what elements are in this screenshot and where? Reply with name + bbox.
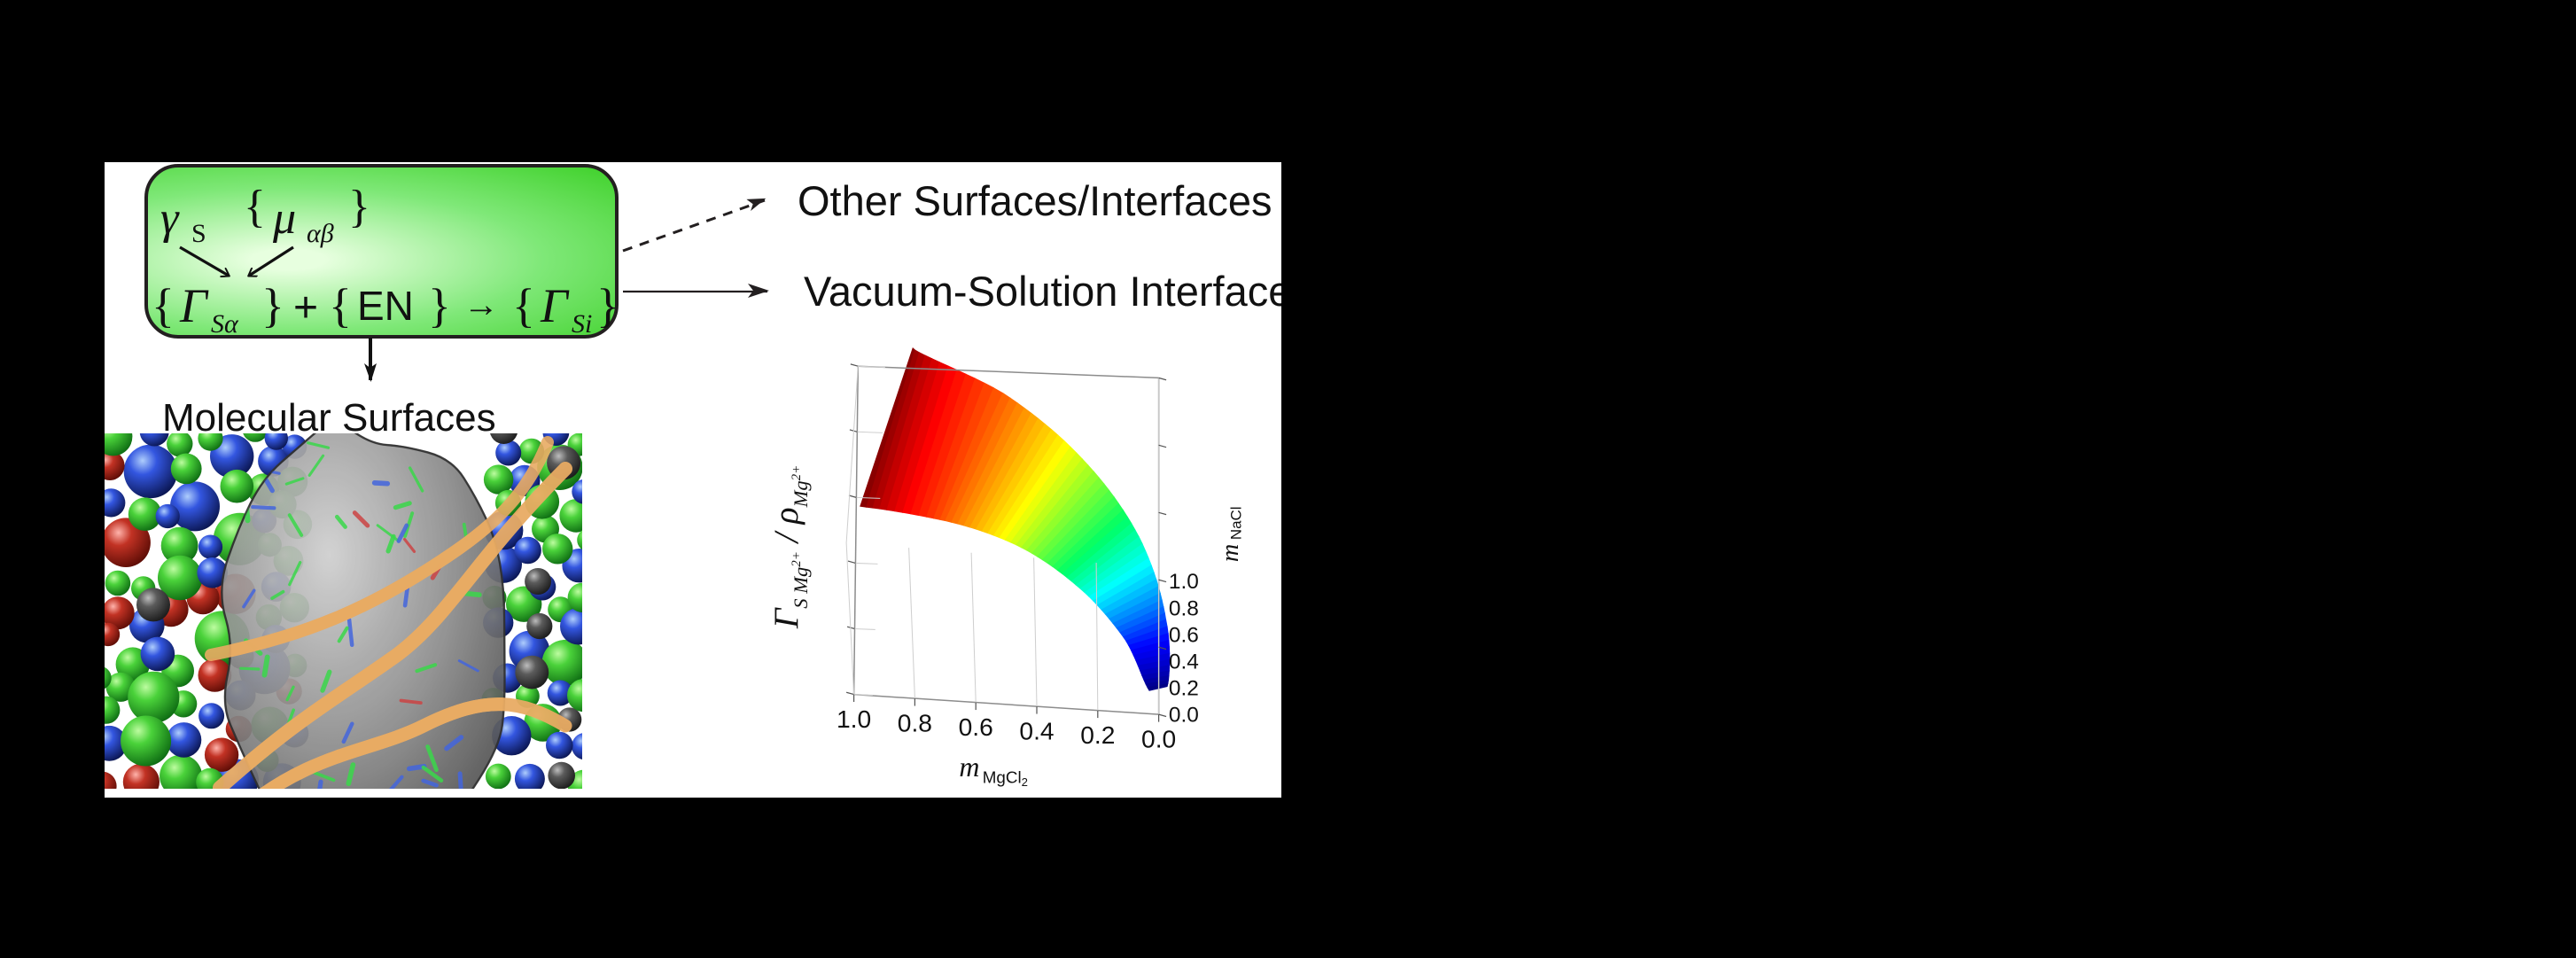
svg-text:MgCl2: MgCl2 <box>983 767 1028 789</box>
svg-text:m NaCl: m NaCl <box>1217 506 1245 562</box>
svg-text:ΓS Mg2+ / ρMg2+: ΓS Mg2+ / ρMg2+ <box>767 465 812 629</box>
svg-text:0.6: 0.6 <box>1169 623 1199 647</box>
svg-text:0.6: 0.6 <box>959 713 993 741</box>
svg-text:m: m <box>959 752 979 783</box>
svg-text:1.0: 1.0 <box>837 705 871 733</box>
svg-text:0.2: 0.2 <box>1169 677 1199 701</box>
svg-text:1.0: 1.0 <box>1169 570 1199 594</box>
svg-text:0.8: 0.8 <box>898 709 932 737</box>
svg-text:0.4: 0.4 <box>1169 650 1199 674</box>
svg-text:0.4: 0.4 <box>1019 717 1054 745</box>
svg-text:0.8: 0.8 <box>1169 596 1199 620</box>
svg-text:0.2: 0.2 <box>1080 720 1115 749</box>
svg-text:0.0: 0.0 <box>1169 704 1199 728</box>
svg-text:0.0: 0.0 <box>1141 725 1176 753</box>
